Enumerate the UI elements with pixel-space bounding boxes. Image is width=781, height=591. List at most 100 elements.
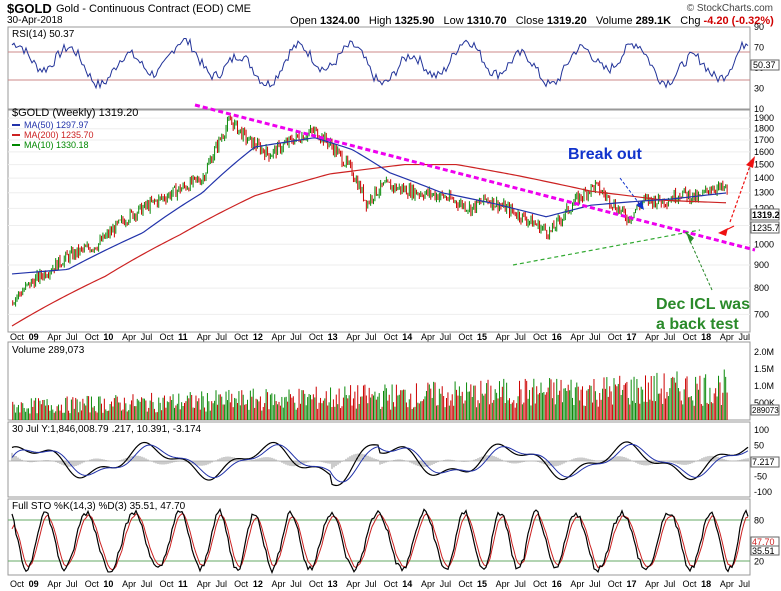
price-x-label: Jul: [440, 332, 452, 342]
price-tick: 1700: [754, 135, 774, 145]
ma200-line: [11, 163, 727, 327]
breakout-annotation: Break out: [568, 146, 642, 163]
pmo-tick: 100: [754, 425, 769, 435]
price-x-label: 16: [552, 332, 562, 342]
price-x-label: 12: [253, 332, 263, 342]
price-x-label: 18: [701, 332, 711, 342]
price-x-label: Apr: [272, 332, 286, 342]
legend-entry: MA(10) 1330.18: [24, 140, 89, 150]
price-x-label: Apr: [47, 332, 61, 342]
brand: © StockCharts.com: [686, 3, 773, 14]
bottom-x-label: Oct: [85, 579, 100, 589]
up-projection-arrowhead: [746, 156, 755, 168]
bottom-x-label: 10: [103, 579, 113, 589]
date: 30-Apr-2018: [7, 15, 63, 26]
bottom-x-label: Jul: [365, 579, 377, 589]
uptrend-line: [512, 229, 701, 266]
pmo-tick: -50: [754, 471, 767, 481]
volume-tick: 500K: [754, 398, 775, 408]
bottom-x-label: 12: [253, 579, 263, 589]
ma50-line: [11, 137, 727, 275]
pmo-title: 30 Jul Y:1,846,008.79.217, 10.391, -3.17…: [12, 424, 202, 435]
price-x-label: Oct: [384, 332, 399, 342]
rsi-tick: 30: [754, 84, 764, 94]
price-x-label: Oct: [234, 332, 249, 342]
rsi-tick: 90: [754, 22, 764, 32]
bottom-x-label: 13: [328, 579, 338, 589]
bottom-x-label: 16: [552, 579, 562, 589]
price-panel: $GOLD (Weekly) 1319.20 MA(50) 1297.97MA(…: [7, 103, 780, 333]
price-x-label: 11: [178, 332, 188, 342]
legend-entry: MA(200) 1235.70: [24, 130, 94, 140]
price-x-label: 17: [626, 332, 636, 342]
bottom-x-label: Oct: [10, 579, 25, 589]
price-x-label: Apr: [197, 332, 211, 342]
bottom-x-label: Apr: [272, 579, 286, 589]
bottom-x-label: Jul: [141, 579, 153, 589]
bottom-x-label: 11: [178, 579, 188, 589]
price-x-label: Apr: [122, 332, 136, 342]
price-tick: 1500: [754, 160, 774, 170]
price-x-label: Apr: [645, 332, 659, 342]
pmo-signal-line: [11, 443, 749, 483]
price-x-label: Oct: [10, 332, 25, 342]
chart-header: $GOLD Gold - Continuous Contract (EOD) C…: [0, 0, 781, 27]
bottom-x-label: Apr: [496, 579, 510, 589]
sto-tick: 80: [754, 516, 764, 526]
description: Gold - Continuous Contract (EOD) CME: [56, 3, 252, 15]
bottom-x-label: Oct: [682, 579, 697, 589]
bottom-x-label: Apr: [421, 579, 435, 589]
price-x-label: 10: [103, 332, 113, 342]
price-x-label: Jul: [141, 332, 153, 342]
rsi-line: [11, 37, 749, 90]
sto-axis: 80 20: [754, 516, 764, 567]
sto-k-line: [11, 507, 749, 575]
bottom-x-label: 09: [29, 579, 39, 589]
price-x-label: Apr: [346, 332, 360, 342]
price-x-label: Oct: [458, 332, 473, 342]
price-x-label: Oct: [533, 332, 548, 342]
bottom-x-label: Jul: [290, 579, 302, 589]
bottom-x-label: Apr: [346, 579, 360, 589]
price-tick: 1000: [754, 239, 774, 249]
price-label-ma200: 1235.7: [752, 223, 780, 233]
price-x-label: Oct: [608, 332, 623, 342]
price-x-label: Jul: [514, 332, 526, 342]
price-tick: 1600: [754, 147, 774, 157]
bottom-x-label: 15: [477, 579, 487, 589]
rsi-title: RSI(14) 50.37: [12, 29, 75, 40]
breakout-arrow: [619, 177, 645, 211]
volume-panel: Volume 289,073 2.0M 1.5M 1.0M 500K 289073: [7, 341, 780, 421]
bottom-x-label: Apr: [47, 579, 61, 589]
price-x-label: Jul: [290, 332, 302, 342]
sto-title: Full STO %K(14,3) %D(3) 35.51, 47.70: [12, 501, 186, 512]
bottom-x-label: Apr: [645, 579, 659, 589]
price-x-label: Jul: [365, 332, 377, 342]
price-x-label: Oct: [159, 332, 174, 342]
price-tick: 800: [754, 283, 769, 293]
volume-tick: 1.5M: [754, 364, 774, 374]
pmo-panel: 30 Jul Y:1,846,008.79.217, 10.391, -3.17…: [7, 421, 780, 498]
bottom-x-axis: Oct 09 Apr Jul Oct 10 Apr Jul Oct 11 Apr Jul Oct 12 Ap…: [10, 579, 750, 589]
price-tick: 1300: [754, 188, 774, 198]
bottom-x-label: Jul: [66, 579, 78, 589]
bottom-x-label: 14: [402, 579, 412, 589]
price-title: $GOLD (Weekly) 1319.20: [12, 107, 138, 119]
symbol: $GOLD: [7, 1, 52, 16]
price-x-label: Apr: [720, 332, 734, 342]
price-x-label: 09: [29, 332, 39, 342]
volume-bars: [12, 369, 728, 420]
sto-tick: 20: [754, 556, 764, 566]
price-x-label: 13: [328, 332, 338, 342]
bottom-x-label: Oct: [159, 579, 174, 589]
price-tick: 1200: [754, 203, 774, 213]
up-projection-arrow: [729, 159, 753, 223]
volume-tick: 1.0M: [754, 381, 774, 391]
bottom-x-label: Jul: [739, 579, 751, 589]
bottom-x-label: Oct: [309, 579, 324, 589]
price-x-label: Apr: [570, 332, 584, 342]
sto-d-label: 47.70: [752, 537, 775, 547]
price-x-label: Jul: [664, 332, 676, 342]
sto-panel: Full STO %K(14,3) %D(3) 35.51, 47.70 80 2…: [7, 498, 780, 576]
rsi-tick: 10: [754, 104, 764, 114]
